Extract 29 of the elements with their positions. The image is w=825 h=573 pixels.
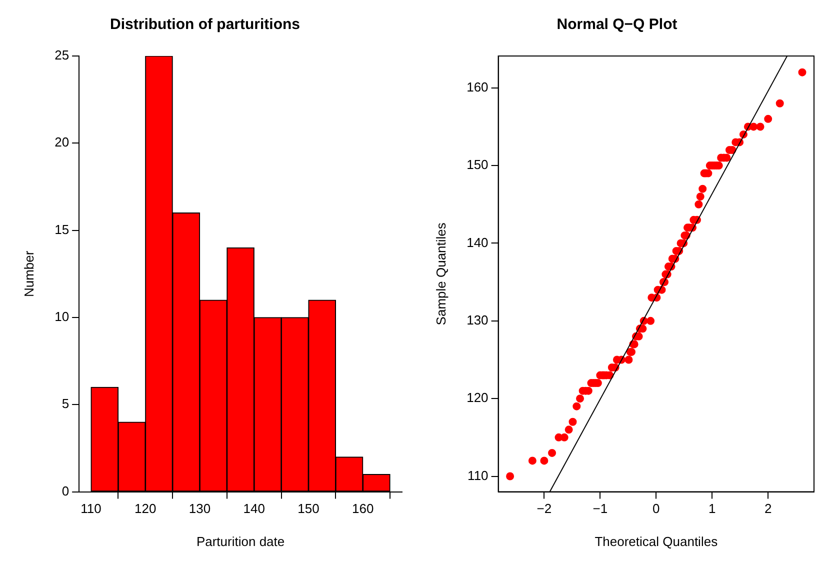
y-tick-label: 130 [466,312,488,328]
x-tick-label: 120 [134,501,156,516]
y-tick-label: 10 [54,309,70,324]
x-tick-label: 110 [80,501,102,516]
y-tick-label: 140 [466,234,488,250]
x-tick-label: 160 [352,501,374,516]
chart-title: Distribution of parturitions [110,16,300,34]
x-tick-label: −2 [536,501,552,516]
chart-title: Normal Q−Q Plot [556,16,678,34]
y-tick-label: 110 [468,468,488,483]
y-axis-title: Sample Quantiles [433,222,448,326]
y-tick-label: 120 [466,390,488,406]
x-axis-title: Parturition date [196,534,285,549]
x-tick-label: 0 [652,501,660,516]
x-tick-label: 130 [188,501,211,516]
x-tick-label: −1 [592,501,608,516]
y-axis-title: Number [21,250,36,298]
x-tick-label: 140 [243,501,265,516]
y-tick-label: 160 [466,79,488,94]
y-tick-label: 5 [62,396,70,412]
y-tick-label: 20 [54,134,70,150]
y-tick-label: 15 [54,222,70,237]
y-tick-label: 0 [62,483,70,498]
x-tick-label: 1 [708,501,716,516]
x-tick-label: 2 [764,501,772,516]
x-tick-label: 150 [298,501,320,516]
y-tick-label: 25 [54,48,70,63]
x-axis-title: Theoretical Quantiles [594,534,718,549]
y-tick-label: 150 [466,157,488,172]
